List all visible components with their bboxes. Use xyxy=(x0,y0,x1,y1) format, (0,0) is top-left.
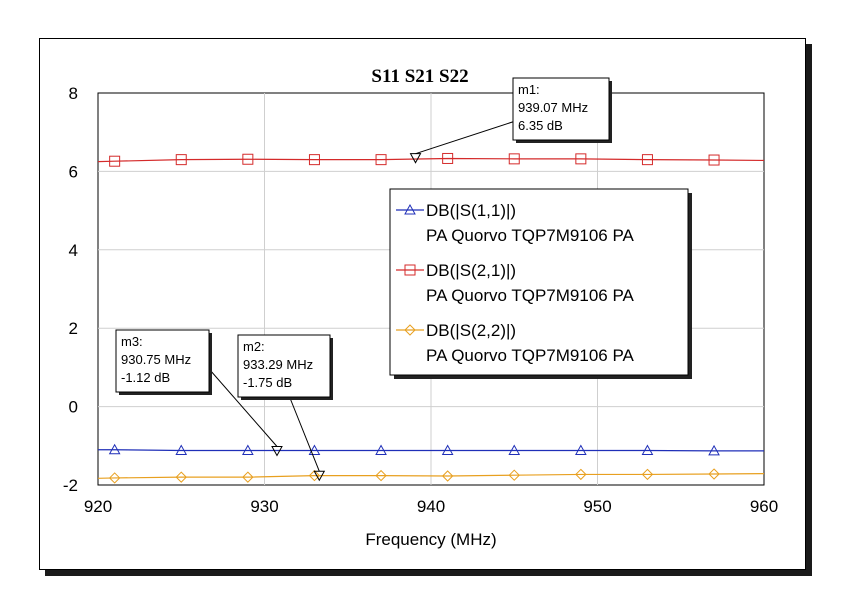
data-point xyxy=(242,153,254,165)
chart-title: S11 S21 S22 xyxy=(371,66,468,87)
data-point xyxy=(575,444,587,456)
data-point xyxy=(508,444,521,456)
legend-series-subname: PA Quorvo TQP7M9106 PA xyxy=(426,346,635,365)
legend-series-subname: PA Quorvo TQP7M9106 PA xyxy=(426,286,635,305)
legend-series-name: DB(|S(2,1)|) xyxy=(426,261,516,280)
marker-freq-text: 939.07 MHz xyxy=(518,100,588,115)
x-tick-label: 930 xyxy=(250,497,278,516)
marker-val-text: 6.35 dB xyxy=(518,118,563,133)
data-point xyxy=(108,472,121,484)
legend-marker xyxy=(404,264,416,276)
marker-box[interactable] xyxy=(237,334,331,398)
marker-box[interactable] xyxy=(115,329,210,393)
data-point xyxy=(708,154,720,166)
data-point xyxy=(308,444,321,456)
data-point xyxy=(375,154,387,166)
marker-symbol xyxy=(271,446,283,457)
data-point xyxy=(508,469,520,481)
x-tick-label: 950 xyxy=(583,497,611,516)
legend-box[interactable] xyxy=(389,188,689,376)
x-tick-label: 920 xyxy=(84,497,112,516)
x-axis-label: Frequency (MHz) xyxy=(365,530,496,549)
data-point xyxy=(175,471,187,483)
series-line xyxy=(97,157,765,163)
marker-box[interactable] xyxy=(512,77,610,141)
legend-series-name: DB(|S(1,1)|) xyxy=(426,201,516,220)
y-tick-label: 0 xyxy=(69,398,78,417)
marker-freq-text: 933.29 MHz xyxy=(243,357,313,372)
data-point xyxy=(708,444,720,456)
data-point xyxy=(108,443,121,455)
data-point xyxy=(175,154,187,166)
data-point xyxy=(708,468,720,480)
series-line xyxy=(98,449,764,452)
marker-val-text: -1.12 dB xyxy=(121,370,170,385)
legend-marker xyxy=(404,324,416,336)
x-tick-label: 960 xyxy=(750,497,778,516)
data-point xyxy=(575,153,587,165)
data-point xyxy=(308,154,320,166)
y-tick-label: 6 xyxy=(69,162,78,181)
data-point xyxy=(641,154,653,166)
marker-symbol xyxy=(313,470,326,482)
data-point xyxy=(442,152,454,164)
y-tick-label: -2 xyxy=(63,476,78,495)
marker-label: m2: xyxy=(243,339,265,354)
data-point xyxy=(308,469,321,482)
x-tick-label: 940 xyxy=(417,497,445,516)
marker-val-text: -1.75 dB xyxy=(243,375,292,390)
legend-marker xyxy=(404,203,416,215)
data-point xyxy=(441,444,454,456)
data-point xyxy=(242,444,254,456)
marker-label: m3: xyxy=(121,334,143,349)
data-point xyxy=(242,471,254,483)
data-point xyxy=(375,444,387,456)
data-point xyxy=(575,468,587,481)
legend-series-subname: PA Quorvo TQP7M9106 PA xyxy=(426,226,635,245)
data-point xyxy=(109,155,121,167)
data-point xyxy=(175,444,188,456)
legend-series-name: DB(|S(2,2)|) xyxy=(426,321,516,340)
data-point xyxy=(508,153,520,165)
data-point xyxy=(375,469,387,482)
marker-freq-text: 930.75 MHz xyxy=(121,352,191,367)
marker-leader-line xyxy=(209,369,278,447)
y-tick-label: 8 xyxy=(69,84,78,103)
series-line xyxy=(97,473,765,479)
marker-leader-line xyxy=(289,397,320,472)
marker-label: m1: xyxy=(518,82,540,97)
data-point xyxy=(641,444,654,456)
marker-symbol xyxy=(409,153,422,164)
data-point xyxy=(641,468,654,481)
y-tick-label: 2 xyxy=(69,319,78,338)
y-tick-label: 4 xyxy=(69,241,78,260)
data-point xyxy=(441,470,454,482)
